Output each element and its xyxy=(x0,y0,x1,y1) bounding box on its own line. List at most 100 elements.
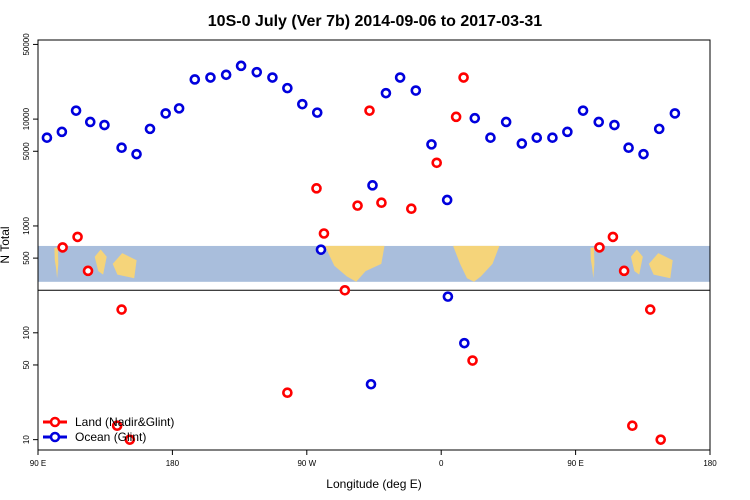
map-land-1 xyxy=(94,249,107,275)
land-point xyxy=(450,111,462,123)
ocean-point xyxy=(609,119,620,131)
land-point xyxy=(655,434,667,445)
land-point xyxy=(644,304,656,315)
ocean-point xyxy=(547,132,558,143)
ocean-point xyxy=(70,105,82,116)
ocean-point xyxy=(485,132,496,143)
ocean-point xyxy=(394,72,406,83)
y-tick-label: 100 xyxy=(22,326,31,340)
ocean-point xyxy=(297,98,308,110)
y-tick-label: 1000 xyxy=(22,217,31,235)
ocean-point xyxy=(577,105,589,116)
land-point xyxy=(594,242,605,253)
ocean-point xyxy=(144,123,156,135)
ocean-point xyxy=(205,72,216,83)
ocean-point xyxy=(459,337,470,349)
ocean-point xyxy=(516,138,528,149)
plot-frame xyxy=(37,39,711,451)
ocean-point xyxy=(442,291,454,302)
legend: Land (Nadir&Glint) Ocean (Glint) xyxy=(43,415,174,444)
ocean-point xyxy=(235,60,247,72)
ocean-point xyxy=(653,123,665,135)
land-point xyxy=(318,228,330,239)
x-tick-label: 180 xyxy=(166,459,180,468)
land-point xyxy=(111,420,123,432)
ocean-point xyxy=(282,82,293,94)
x-tick-label: 180 xyxy=(703,459,717,468)
legend-marker-ocean xyxy=(49,431,61,443)
y-tick-label: 10000 xyxy=(22,107,31,130)
land-point xyxy=(116,304,127,315)
ocean-point xyxy=(638,148,649,160)
legend-item-ocean: Ocean (Glint) xyxy=(43,430,146,444)
legend-marker-land xyxy=(49,416,61,428)
x-tick-label: 90 E xyxy=(567,459,583,468)
land-point xyxy=(607,231,619,243)
y-tick-label: 10 xyxy=(22,435,31,444)
land-point xyxy=(627,420,638,432)
ocean-point xyxy=(562,126,573,138)
data-points xyxy=(41,60,681,445)
ocean-point xyxy=(267,72,278,83)
chart-title: 10S-0 July (Ver 7b) 2014-09-06 to 2017-0… xyxy=(208,13,543,30)
land-point xyxy=(458,72,469,83)
map-land-5 xyxy=(590,247,595,279)
ocean-point xyxy=(531,132,543,143)
ocean-point xyxy=(84,116,96,128)
ocean-point xyxy=(410,85,422,96)
ocean-point xyxy=(441,194,453,206)
legend-item-land: Land (Nadir&Glint) xyxy=(43,415,174,429)
ocean-point xyxy=(669,108,681,119)
land-point xyxy=(467,355,478,366)
land-point xyxy=(431,157,443,169)
world-map-strip xyxy=(38,245,710,282)
ocean-point xyxy=(116,142,127,153)
ocean-point xyxy=(160,108,171,119)
ocean-point xyxy=(99,119,110,131)
land-point xyxy=(352,200,363,211)
land-point xyxy=(311,183,322,194)
ocean-point xyxy=(220,69,232,81)
y-tick-label: 50000 xyxy=(22,33,31,56)
x-tick-label: 0 xyxy=(439,459,444,468)
legend-label-ocean: Ocean (Glint) xyxy=(75,430,146,444)
land-point xyxy=(618,265,630,277)
map-land-0 xyxy=(54,247,59,279)
map-land-7 xyxy=(648,253,673,279)
ocean-point xyxy=(380,87,392,99)
land-point xyxy=(339,284,351,296)
legend-label-land: Land (Nadir&Glint) xyxy=(75,415,174,429)
y-tick-label: 5000 xyxy=(22,142,31,160)
ocean-point xyxy=(500,116,512,128)
ocean-point xyxy=(365,378,377,390)
land-point xyxy=(406,203,417,215)
land-point xyxy=(282,387,293,399)
map-land-4 xyxy=(453,245,500,282)
y-axis-label: N Total xyxy=(0,226,12,263)
ocean-point xyxy=(426,139,437,150)
ocean-point xyxy=(189,74,201,85)
x-tick-label: 90 E xyxy=(30,459,46,468)
y-tick-label: 500 xyxy=(22,251,31,265)
ocean-point xyxy=(623,142,634,153)
ocean-point xyxy=(56,126,68,138)
ocean-point xyxy=(469,112,481,124)
ocean-point xyxy=(41,132,53,143)
ocean-point xyxy=(251,66,263,78)
land-point xyxy=(124,434,136,445)
x-axis-label: Longitude (deg E) xyxy=(326,477,421,491)
land-point xyxy=(57,242,68,253)
map-land-3 xyxy=(324,245,385,282)
ocean-point xyxy=(315,244,327,255)
x-tick-label: 90 W xyxy=(297,459,316,468)
ocean-point xyxy=(311,107,323,118)
map-land-2 xyxy=(112,253,137,279)
land-point xyxy=(364,105,375,116)
land-point xyxy=(376,197,387,209)
ocean-point xyxy=(173,103,185,114)
map-land-6 xyxy=(630,249,643,275)
y-tick-label: 50 xyxy=(22,360,31,369)
ocean-point xyxy=(131,148,142,160)
land-point xyxy=(82,265,94,277)
